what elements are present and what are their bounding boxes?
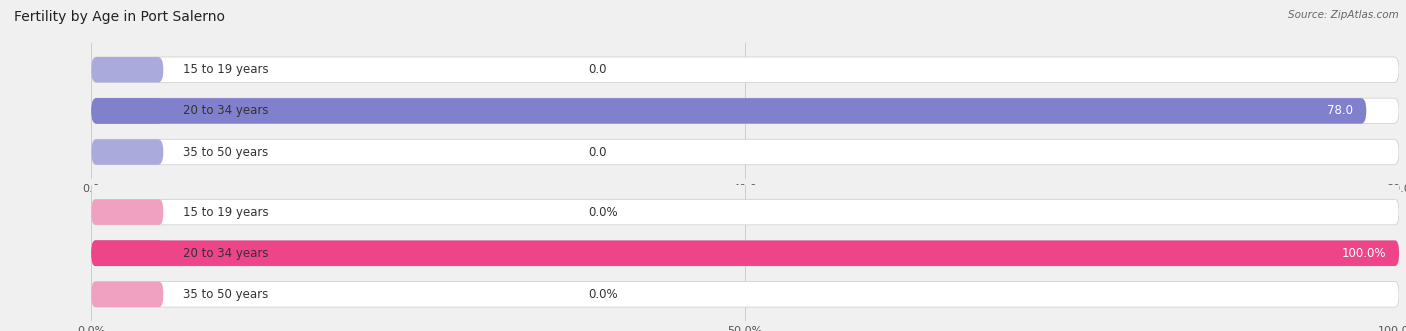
- FancyBboxPatch shape: [91, 57, 163, 82]
- FancyBboxPatch shape: [91, 282, 163, 307]
- FancyBboxPatch shape: [91, 240, 163, 266]
- FancyBboxPatch shape: [91, 199, 1399, 225]
- FancyBboxPatch shape: [91, 139, 1399, 165]
- Text: 0.0: 0.0: [588, 63, 607, 76]
- Text: 0.0: 0.0: [588, 146, 607, 159]
- Text: 78.0: 78.0: [1327, 104, 1353, 118]
- FancyBboxPatch shape: [91, 57, 1399, 82]
- FancyBboxPatch shape: [91, 199, 163, 225]
- Text: Fertility by Age in Port Salerno: Fertility by Age in Port Salerno: [14, 10, 225, 24]
- FancyBboxPatch shape: [91, 139, 163, 165]
- Text: Source: ZipAtlas.com: Source: ZipAtlas.com: [1288, 10, 1399, 20]
- Text: 15 to 19 years: 15 to 19 years: [183, 206, 269, 218]
- FancyBboxPatch shape: [91, 98, 163, 124]
- Text: 0.0%: 0.0%: [588, 206, 617, 218]
- Text: 100.0%: 100.0%: [1341, 247, 1386, 260]
- FancyBboxPatch shape: [91, 98, 1367, 124]
- FancyBboxPatch shape: [91, 98, 1399, 124]
- Text: 0.0%: 0.0%: [588, 288, 617, 301]
- Text: 35 to 50 years: 35 to 50 years: [183, 146, 269, 159]
- Text: 20 to 34 years: 20 to 34 years: [183, 247, 269, 260]
- FancyBboxPatch shape: [91, 240, 1399, 266]
- FancyBboxPatch shape: [91, 282, 1399, 307]
- Text: 20 to 34 years: 20 to 34 years: [183, 104, 269, 118]
- Text: 35 to 50 years: 35 to 50 years: [183, 288, 269, 301]
- FancyBboxPatch shape: [91, 240, 1399, 266]
- Text: 15 to 19 years: 15 to 19 years: [183, 63, 269, 76]
